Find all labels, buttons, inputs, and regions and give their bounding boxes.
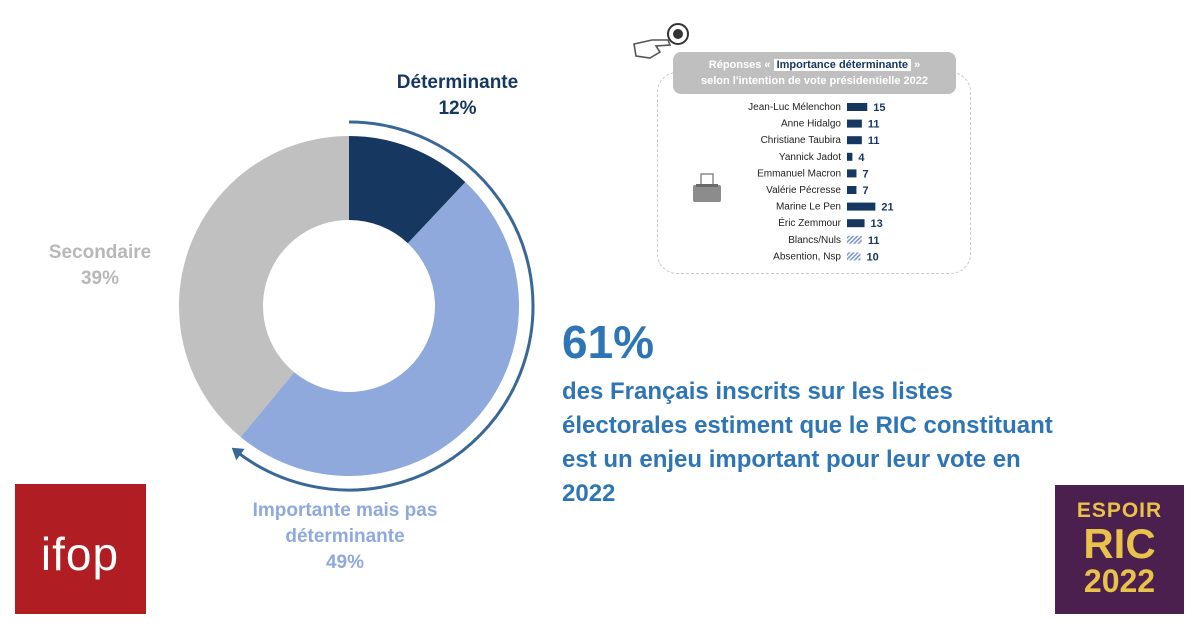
inset-category-label: Absention, Nsp xyxy=(773,251,841,262)
ballot-box-icon xyxy=(693,173,721,202)
label-secondaire-name: Secondaire xyxy=(48,242,152,263)
inset-value-label: 11 xyxy=(868,235,880,247)
inset-value-label: 13 xyxy=(871,218,883,230)
headline-stat: 61% des Français inscrits sur les listes… xyxy=(562,315,1062,511)
inset-bar xyxy=(847,235,862,244)
inset-category-label: Emmanuel Macron xyxy=(757,168,841,179)
inset-value-label: 11 xyxy=(868,135,880,147)
inset-bar xyxy=(847,252,861,261)
inset-bar xyxy=(847,119,862,128)
inset-category-label: Yannick Jadot xyxy=(779,152,841,163)
donut-slice-2 xyxy=(240,182,519,476)
espoir-line-1: ESPOIR xyxy=(1076,499,1163,522)
inset-category-label: Jean-Luc Mélenchon xyxy=(748,102,841,113)
inset-value-label: 4 xyxy=(858,152,865,164)
inset-title: Réponses « Importance déterminante » sel… xyxy=(673,52,956,94)
inset-bar xyxy=(847,186,857,194)
donut-chart xyxy=(179,120,535,492)
espoir-line-3: 2022 xyxy=(1083,563,1156,599)
inset-bar xyxy=(847,219,865,228)
label-determinante-value: 12% xyxy=(438,98,477,119)
inset-title-suffix: » xyxy=(914,59,921,71)
label-importante-name-1: Importante mais pas xyxy=(252,500,438,521)
inset-value-label: 15 xyxy=(873,102,885,114)
inset-category-label: Valérie Pécresse xyxy=(766,185,841,196)
label-secondaire: Secondaire 39% xyxy=(20,240,180,292)
espoir-ric-logo: ESPOIR RIC 2022 xyxy=(1055,485,1184,614)
donut-annotation-arc xyxy=(235,120,535,492)
inset-bar xyxy=(847,169,857,178)
donut-annotation-arrowhead xyxy=(231,447,245,461)
inset-title-highlight: Importance déterminante xyxy=(773,59,912,71)
inset-bar xyxy=(847,202,876,211)
ifop-logo-mark: ifop xyxy=(41,528,119,580)
inset-bar xyxy=(847,103,868,111)
label-determinante-name: Déterminante xyxy=(396,72,519,93)
ifop-logo-text: ifop xyxy=(41,528,119,580)
inset-value-label: 7 xyxy=(862,185,868,197)
inset-bar xyxy=(847,136,862,145)
headline-text: des Français inscrits sur les listes éle… xyxy=(562,378,1053,507)
label-importante-value: 49% xyxy=(325,552,365,573)
inset-title-prefix: Réponses « xyxy=(708,59,771,71)
inset-value-label: 10 xyxy=(867,251,879,263)
inset-value-label: 7 xyxy=(862,168,868,180)
label-determinante: Déterminante 12% xyxy=(370,70,545,122)
inset-value-label: 11 xyxy=(868,119,880,131)
hand-pointer-icon xyxy=(633,23,689,59)
label-importante-name-2: déterminante xyxy=(285,526,405,547)
inset-category-label: Anne Hidalgo xyxy=(781,119,841,130)
headline-value: 61% xyxy=(562,316,655,368)
inset-bar xyxy=(847,152,853,161)
inset-bar-chart: Jean-Luc Mélenchon 15 Anne Hidalgo 11 Christ… xyxy=(748,102,893,263)
ifop-logo: ifop xyxy=(15,484,146,614)
espoir-line-2: RIC xyxy=(1083,520,1156,567)
inset-category-label: Marine Le Pen xyxy=(776,202,841,213)
donut-slice-3 xyxy=(179,136,349,437)
label-secondaire-value: 39% xyxy=(80,268,120,289)
inset-category-label: Blancs/Nuls xyxy=(788,235,841,246)
donut-slice-1 xyxy=(349,136,466,244)
label-importante: Importante mais pas déterminante 49% xyxy=(210,498,480,576)
inset-category-label: Éric Zemmour xyxy=(778,216,841,229)
inset-title-line2: selon l'intention de vote présidentielle… xyxy=(701,75,928,87)
inset-category-label: Christiane Taubira xyxy=(761,135,842,146)
inset-value-label: 21 xyxy=(881,202,893,214)
